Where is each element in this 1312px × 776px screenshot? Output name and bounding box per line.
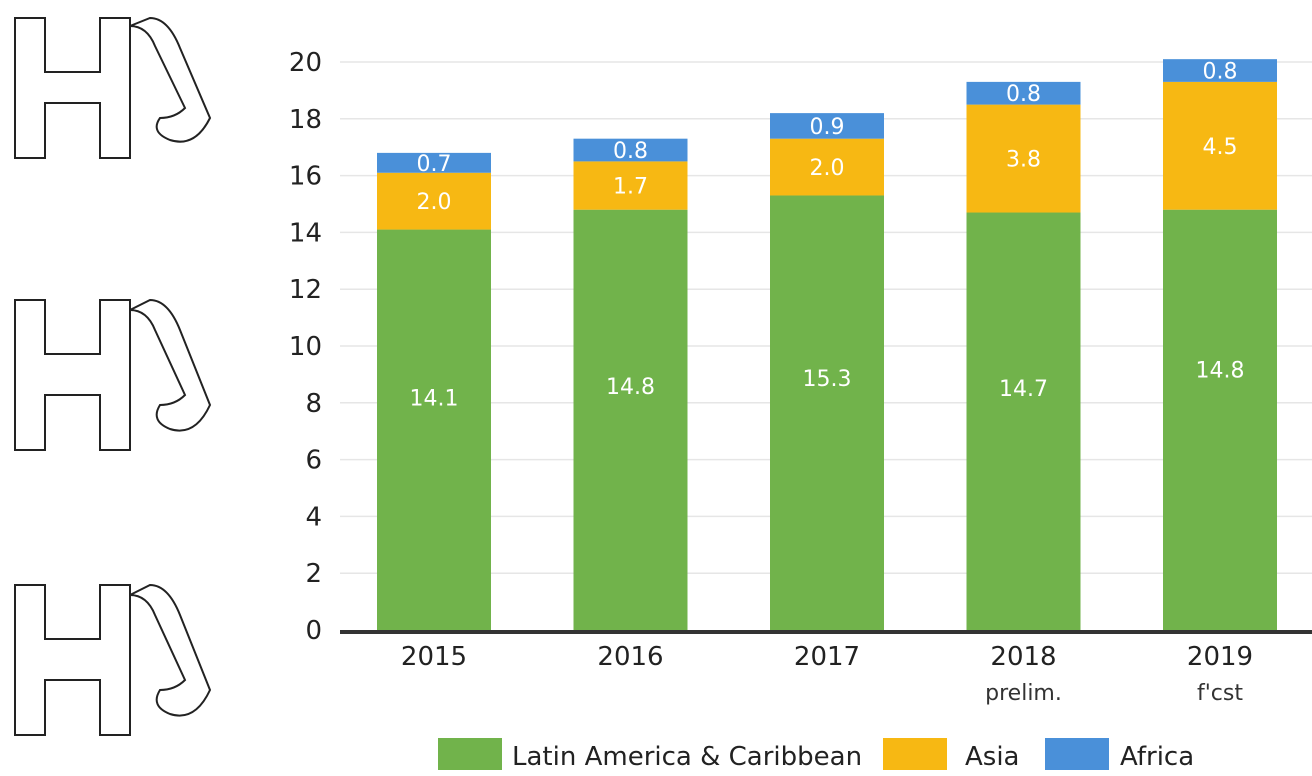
data-label: 0.8 [1203,60,1238,85]
data-label: 0.9 [810,115,845,140]
y-tick-label: 18 [289,105,322,135]
y-tick-label: 8 [305,389,322,419]
y-tick-label: 14 [289,218,322,248]
bar-segment [377,229,491,630]
bar-segment [377,172,491,230]
y-tick-label: 0 [305,616,322,646]
data-labels: 14.1 2.0 0.7 14.8 1.7 0.8 15.3 2.0 0.9 14.7 3.8 0.8… [410,60,1245,412]
y-tick-label: 6 [305,446,322,476]
data-label: 14.8 [1196,358,1245,383]
legend-label: Latin America & Caribbean [512,742,862,772]
x-axis-ticks: 2015 2016 2017 2018 prelim. 2019 f'cst [401,642,1253,706]
legend-swatch [438,738,502,770]
bar-segment [573,161,688,210]
data-label: 14.1 [410,387,459,412]
bar-segment [1163,209,1277,630]
bar-segment [377,152,491,173]
data-label: 14.8 [606,375,655,400]
logo-mark-middle [14,298,212,451]
data-label: 2.0 [810,156,845,181]
y-axis-ticks: 0 2 4 6 8 10 12 14 16 18 20 [289,48,322,646]
legend-label: Africa [1120,742,1194,772]
bar-segment [966,212,1081,630]
data-label: 15.3 [803,367,852,392]
logo-mark-bottom [14,583,212,736]
legend-label: Asia [965,742,1020,772]
bar-segment [966,104,1081,213]
y-tick-label: 20 [289,48,322,78]
data-label: 2.0 [417,190,452,215]
legend: Latin America & Caribbean Asia Africa [438,738,1194,772]
data-label: 1.7 [613,175,648,200]
y-tick-label: 10 [289,332,322,362]
x-tick-label: 2017 [794,642,860,672]
data-label: 4.5 [1203,135,1238,160]
y-tick-label: 16 [289,162,322,192]
bar-segment [1163,81,1277,210]
bar-segment [573,138,688,162]
bar-segment [1163,59,1277,82]
data-label: 0.8 [613,139,648,164]
y-tick-label: 2 [305,559,322,589]
legend-swatch [883,738,947,770]
bar-segment [573,209,688,630]
x-tick-label: 2015 [401,642,467,672]
x-tick-sublabel: f'cst [1197,681,1243,706]
data-label: 0.7 [417,152,452,177]
bars [377,59,1277,631]
logo-mark-top [14,16,212,159]
x-tick-sublabel: prelim. [985,681,1062,706]
legend-swatch [1045,738,1109,770]
x-tick-label: 2016 [597,642,663,672]
bar-segment [770,113,884,139]
bar-segment [770,138,884,196]
data-label: 0.8 [1006,82,1041,107]
y-tick-label: 4 [305,502,322,532]
data-label: 3.8 [1006,148,1041,173]
y-tick-label: 12 [289,275,322,305]
bar-segment [966,81,1081,105]
x-tick-label: 2018 [990,642,1056,672]
x-tick-label: 2019 [1187,642,1253,672]
data-label: 14.7 [999,377,1048,402]
bar-segment [770,195,884,631]
